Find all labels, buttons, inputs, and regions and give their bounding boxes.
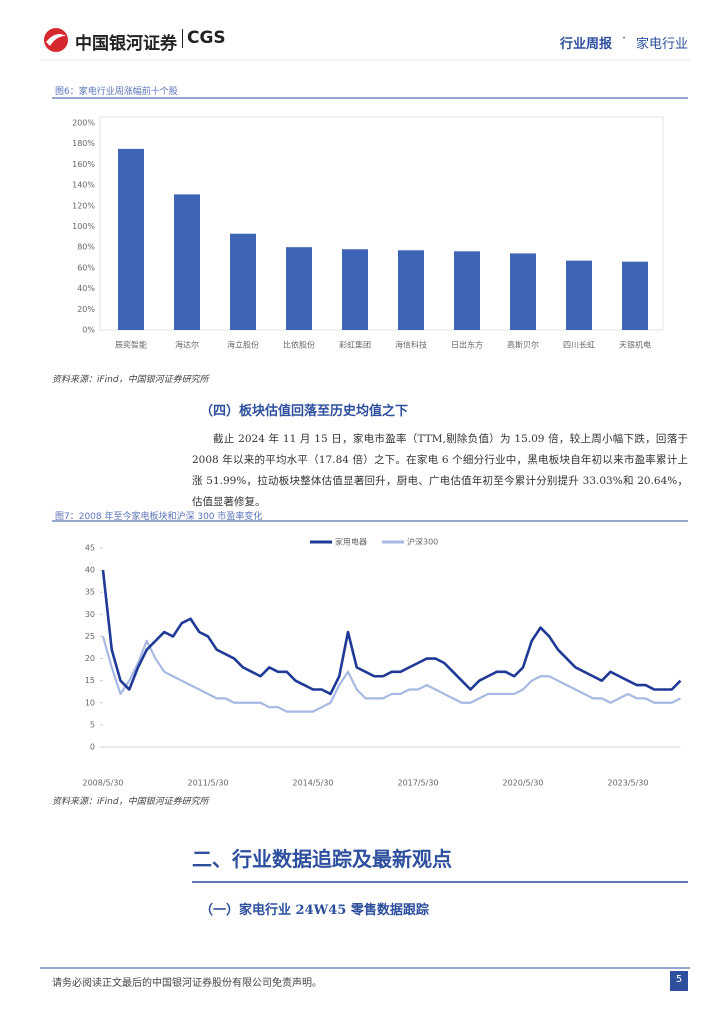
y-tick-label: 40 (85, 566, 95, 575)
bar (622, 261, 648, 330)
plot-frame (99, 116, 664, 331)
paragraph: 截止 2024 年 11 月 15 日，家电市盈率（TTM,剔除负值）为 15.… (192, 433, 688, 508)
legend-label: 沪深300 (407, 537, 438, 547)
x-tick-label: 彩虹集团 (339, 340, 371, 350)
y-tick-label: 10 (85, 698, 95, 707)
legend-label: 家用电器 (335, 537, 367, 547)
figure-caption: 图7：2008 年至今家电板块和沪深 300 市盈率变化 (55, 512, 263, 522)
bar (454, 251, 480, 330)
x-tick-label: 海立股份 (227, 340, 259, 350)
y-tick-label: 40% (77, 284, 95, 293)
x-tick-label: 2020/5/30 (502, 779, 543, 788)
line-series (101, 569, 682, 696)
bar (566, 260, 592, 330)
logo-mark (46, 34, 66, 46)
brand: 中国银河证券 (75, 34, 177, 54)
sector: 家电行业 (636, 37, 689, 52)
y-tick-label: 80% (77, 243, 95, 252)
figure-caption: 图6：家电行业周涨幅前十个股 (55, 87, 178, 97)
y-tick-label: 180% (72, 139, 95, 148)
y-tick-label: 120% (72, 201, 95, 210)
section-title: （四）板块估值回落至历史均值之下 (200, 404, 409, 419)
report-type: 行业周报 (560, 37, 613, 52)
bar (174, 194, 200, 330)
bar (342, 249, 368, 330)
x-tick-label: 2014/5/30 (292, 779, 333, 788)
chapter-subtitle: （一）家电行业 24W45 零售数据跟踪 (200, 903, 429, 918)
y-tick-label: 35 (85, 588, 95, 597)
y-tick-label: 25 (85, 632, 95, 641)
bar (286, 247, 312, 330)
x-tick-label: 海信科技 (395, 340, 427, 350)
y-tick-label: 160% (72, 160, 95, 169)
y-tick-label: 30 (85, 610, 95, 619)
disclaimer: 请务必阅读正文最后的中国银河证券股份有限公司免责声明。 (52, 978, 322, 989)
page-number: 5 (675, 974, 683, 985)
y-tick-label: 15 (85, 676, 95, 685)
page-box (670, 971, 688, 991)
x-tick-label: 2017/5/30 (397, 779, 438, 788)
y-tick-label: 45 (85, 544, 95, 553)
brand-en: CGS (182, 29, 226, 48)
figure-source: 资料来源：iFind，中国银河证券研究所 (52, 797, 209, 807)
chapter-title: 二、行业数据追踪及最新观点 (192, 847, 452, 871)
x-tick-label: 2023/5/30 (607, 779, 648, 788)
y-tick-label: 0% (82, 326, 95, 335)
separator: · (622, 31, 627, 46)
y-tick-label: 140% (72, 181, 95, 190)
x-tick-label: 四川长虹 (563, 340, 595, 350)
bar (118, 148, 144, 330)
x-tick-label: 天银机电 (619, 340, 651, 350)
y-tick-label: 5 (90, 720, 95, 729)
x-tick-label: 2011/5/30 (187, 779, 228, 788)
y-tick-label: 200% (72, 119, 95, 128)
line-series (101, 636, 681, 713)
y-tick-label: 60% (77, 263, 95, 272)
figure-source: 资料来源：iFind，中国银河证券研究所 (52, 375, 209, 385)
y-tick-label: 20 (85, 654, 95, 663)
bar (230, 233, 256, 330)
bar (510, 253, 536, 330)
y-tick-label: 100% (72, 222, 95, 231)
y-tick-label: 0 (90, 743, 95, 752)
x-tick-label: 日出东方 (451, 340, 483, 350)
x-tick-label: 比依股份 (283, 340, 315, 350)
x-tick-label: 海达尔 (175, 340, 199, 350)
bar (398, 250, 424, 330)
x-tick-label: 高斯贝尔 (507, 340, 539, 350)
y-tick-label: 20% (77, 305, 95, 314)
logo (44, 28, 68, 52)
x-tick-label: 辰奕智能 (115, 340, 147, 350)
x-tick-label: 2008/5/30 (82, 779, 123, 788)
